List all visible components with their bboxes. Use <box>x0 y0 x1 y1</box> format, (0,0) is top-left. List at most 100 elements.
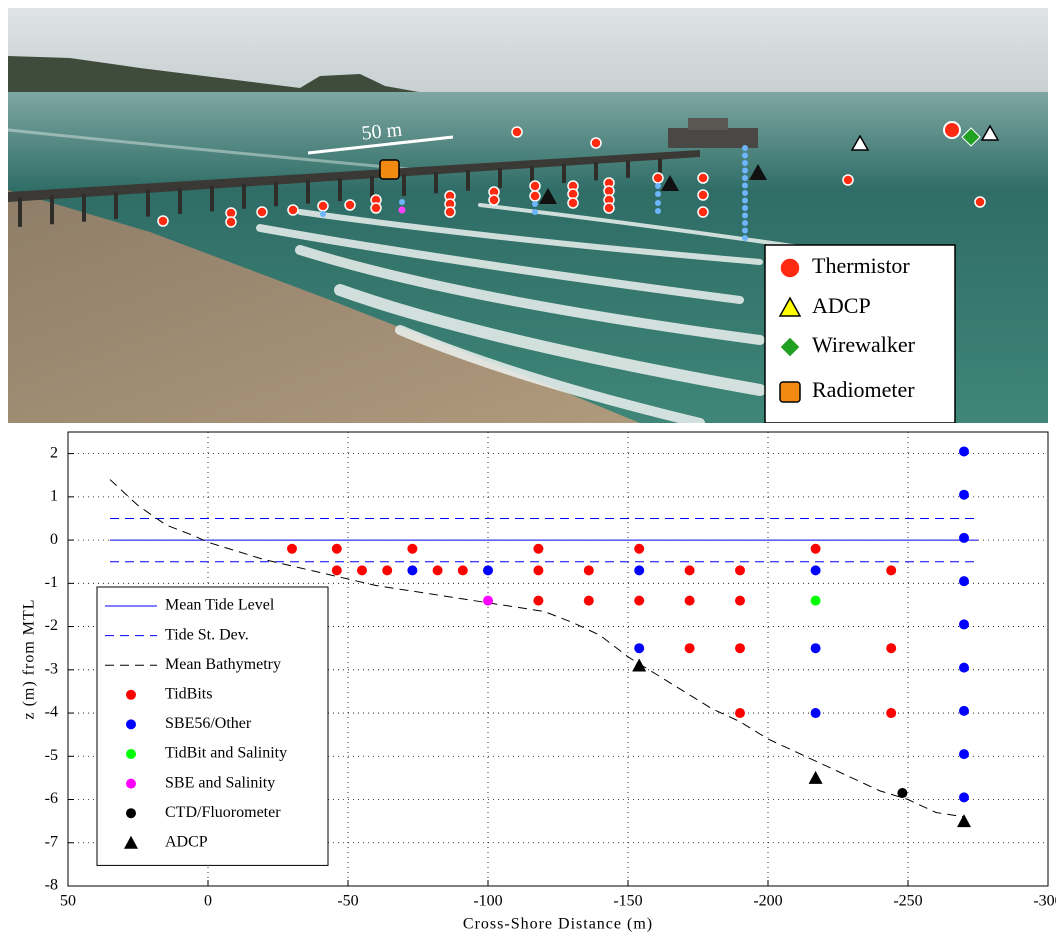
x-tick-label: -100 <box>473 893 502 910</box>
point <box>357 565 367 576</box>
point <box>959 576 969 587</box>
x-tick-label: -200 <box>753 893 782 910</box>
sensor-marker <box>742 175 748 181</box>
x-tick-label: 50 <box>60 893 76 910</box>
photo-legend-label: Wirewalker <box>812 332 916 357</box>
thermistor-marker <box>370 202 382 214</box>
sensor-marker <box>532 209 538 215</box>
legend-label: ADCP <box>165 833 208 850</box>
point <box>634 543 645 554</box>
point <box>287 543 297 554</box>
point <box>735 565 745 576</box>
point <box>634 595 645 606</box>
thermistor-marker <box>697 172 709 184</box>
point <box>382 565 393 576</box>
photo-legend-label: Radiometer <box>812 377 915 402</box>
y-tick-label: -2 <box>45 617 58 634</box>
point <box>407 565 418 576</box>
point <box>457 565 468 576</box>
point <box>810 595 821 606</box>
point <box>533 595 544 606</box>
scale-label: 50 m <box>361 118 404 144</box>
wirewalker-marker <box>961 127 981 147</box>
plot-frame <box>67 431 1049 887</box>
thermistor-marker <box>157 215 169 227</box>
point <box>634 565 645 576</box>
sensor-marker <box>742 190 748 196</box>
thermistor-marker <box>344 199 356 211</box>
point <box>684 643 695 654</box>
sensor-marker <box>398 206 406 214</box>
legend-swatch <box>126 778 136 789</box>
point <box>810 643 821 654</box>
adcp-marker <box>539 188 557 204</box>
thermistor-marker <box>529 190 541 202</box>
point <box>959 792 969 803</box>
legend-label: SBE56/Other <box>165 715 252 732</box>
point <box>407 543 418 554</box>
point <box>483 565 493 576</box>
point <box>735 708 745 719</box>
legend-swatch <box>126 749 136 759</box>
sensor-marker <box>742 227 748 234</box>
point <box>957 814 971 828</box>
sensor-marker <box>399 199 405 205</box>
point <box>583 595 594 606</box>
legend-swatch <box>124 835 138 849</box>
point <box>810 565 821 576</box>
y-tick-label: 2 <box>50 444 58 461</box>
point <box>735 643 745 654</box>
sensor-marker <box>742 220 748 226</box>
thermistor-marker <box>603 202 615 214</box>
adcp-marker <box>661 175 679 191</box>
point <box>331 565 342 576</box>
point <box>959 619 969 630</box>
legend-label: CTD/Fluorometer <box>165 804 281 821</box>
point <box>886 643 897 654</box>
point <box>533 543 544 554</box>
y-tick-label: -8 <box>45 877 58 894</box>
photo-legend-label: Thermistor <box>812 253 910 278</box>
x-tick-label: -50 <box>337 893 358 910</box>
y-tick-label: -4 <box>45 704 58 721</box>
legend-label: TidBits <box>165 685 212 702</box>
thermistor-marker <box>567 197 579 209</box>
sensor-marker <box>655 183 661 189</box>
legend-swatch <box>126 719 136 730</box>
y-tick-label: -6 <box>45 790 58 807</box>
point <box>684 595 695 606</box>
thermistor-marker <box>974 196 986 208</box>
radiometer-marker <box>379 159 400 180</box>
sensor-marker <box>655 200 661 206</box>
point <box>959 662 969 673</box>
point <box>533 565 544 576</box>
sensor-marker <box>742 205 748 211</box>
photo: 50 m Thermistor ADCP Wirewalker Radiomet… <box>8 8 1048 423</box>
x-tick-label: -150 <box>613 893 642 910</box>
legend-label: Mean Bathymetry <box>165 656 281 673</box>
thermistor-marker <box>317 200 329 212</box>
thermistor-marker <box>590 137 602 149</box>
y-tick-label: -7 <box>45 833 58 850</box>
y-tick-label: -1 <box>45 574 58 591</box>
point <box>959 749 969 760</box>
sensor-marker <box>655 191 661 197</box>
x-tick-label: 0 <box>204 893 212 910</box>
point <box>684 565 695 576</box>
line <box>109 479 965 818</box>
thermistor-marker <box>225 216 237 228</box>
thermistor-marker <box>287 204 299 216</box>
point <box>959 446 969 457</box>
point <box>810 708 821 719</box>
photo-legend-label: ADCP <box>812 293 871 318</box>
thermistor-marker <box>943 121 961 139</box>
thermistor-marker <box>652 172 664 184</box>
y-tick-label: -5 <box>45 747 58 764</box>
point <box>634 643 645 654</box>
sensor-marker <box>742 145 748 151</box>
thermistor-marker <box>256 206 268 218</box>
adcp-marker <box>749 164 767 180</box>
point <box>886 565 897 576</box>
point <box>897 788 908 799</box>
